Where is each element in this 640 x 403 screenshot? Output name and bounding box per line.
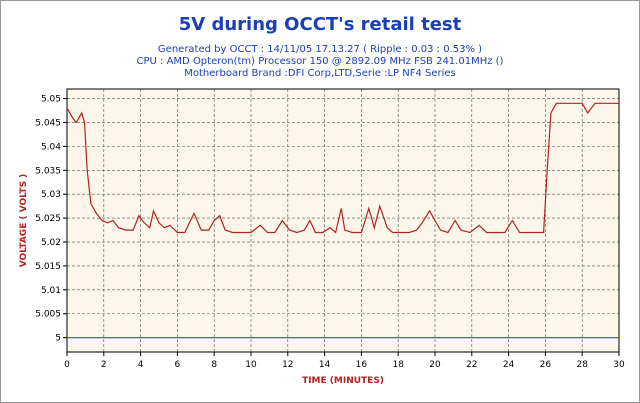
x-tick-label: 4 — [138, 360, 144, 370]
series-line-measured — [66, 102, 619, 234]
y-tick-label: 5 — [55, 334, 61, 344]
x-tick-label: 12 — [282, 360, 293, 370]
chart-title: 5V during OCCT's retail test — [178, 14, 462, 35]
y-tick-label: 5.005 — [35, 310, 61, 320]
x-tick-label: 30 — [613, 360, 625, 370]
y-tick-label: 5.015 — [35, 262, 61, 272]
x-axis-label: TIME (MINUTES) — [302, 376, 384, 386]
x-tick-label: 6 — [175, 360, 181, 370]
plot-border — [66, 88, 620, 353]
x-tick-label: 22 — [466, 360, 477, 370]
y-tick-label: 5.03 — [41, 190, 61, 200]
x-tick-label: 2 — [101, 360, 107, 370]
y-tick-label: 5.05 — [41, 95, 61, 105]
x-tick-label: 14 — [319, 360, 331, 370]
y-tick-label: 5.01 — [41, 286, 61, 296]
y-tick-label: 5.045 — [35, 118, 61, 128]
x-tick-label: 8 — [211, 360, 217, 370]
x-tick-label: 28 — [576, 360, 588, 370]
y-tick-label: 5.035 — [35, 166, 61, 176]
x-tick-label: 20 — [429, 360, 441, 370]
motherboard-info: Motherboard Brand :DFI Corp,LTD,Serie :L… — [184, 68, 456, 79]
x-tick-label: 16 — [356, 360, 368, 370]
y-tick-label: 5.02 — [41, 238, 61, 248]
x-tick-label: 18 — [392, 360, 404, 370]
generated-info: Generated by OCCT : 14/11/05 17.13.27 ( … — [157, 44, 483, 55]
x-tick-label: 10 — [245, 360, 257, 370]
y-tick-label: 5.025 — [35, 214, 61, 224]
y-axis-label: VOLTAGE ( VOLTS ) — [19, 174, 29, 268]
y-tick-label: 5.04 — [41, 142, 61, 152]
x-tick-label: 26 — [540, 360, 552, 370]
cpu-info: CPU : AMD Opteron(tm) Processor 150 @ 28… — [136, 56, 504, 67]
x-tick-label: 24 — [503, 360, 515, 370]
x-tick-label: 0 — [64, 360, 70, 370]
